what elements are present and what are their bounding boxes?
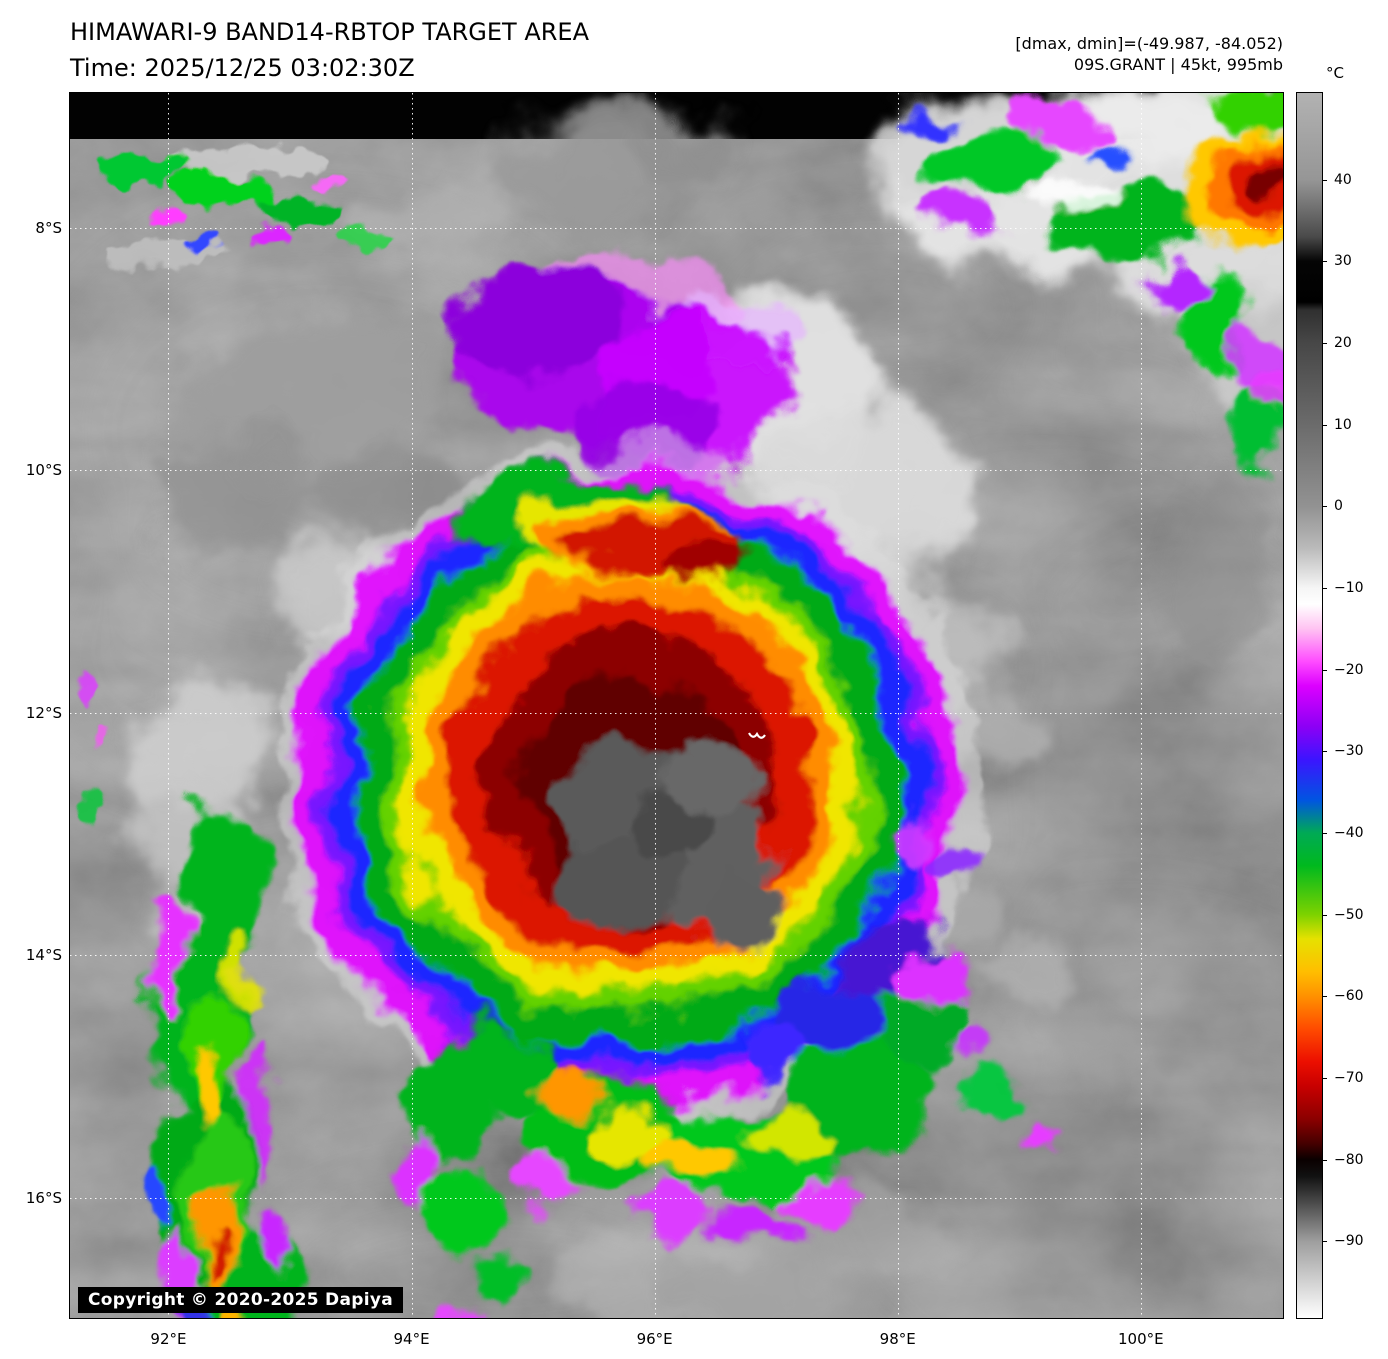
lat-tick-label: 14°S (25, 946, 62, 965)
colorbar-tick-label: −30 (1334, 743, 1364, 760)
colorbar-tick-mark (1322, 751, 1327, 753)
dmax-dmin-readout: [dmax, dmin]=(-49.987, -84.052) (1015, 34, 1283, 53)
lat-tick-label: 12°S (25, 703, 62, 722)
colorbar-tick-label: 10 (1334, 416, 1352, 433)
colorbar-tick-mark (1322, 261, 1327, 263)
lon-tick-label: 94°E (393, 1330, 430, 1348)
colorbar-tick-label: −70 (1334, 1069, 1364, 1086)
copyright-watermark: Copyright © 2020-2025 Dapiya (78, 1287, 403, 1313)
convective-band-north (456, 468, 750, 583)
colorbar-tick-mark (1322, 587, 1327, 589)
colorbar-tick-mark (1322, 506, 1327, 508)
colorbar-tick-label: −60 (1334, 988, 1364, 1005)
storm-id-intensity: 09S.GRANT | 45kt, 995mb (1073, 55, 1283, 74)
lon-tick-label: 92°E (150, 1330, 187, 1348)
colorbar-tick-label: 40 (1334, 171, 1352, 188)
colorbar-tick-label: −10 (1334, 579, 1364, 596)
colorbar-tick-mark (1322, 1159, 1327, 1161)
storm-info-block: [dmax, dmin]=(-49.987, -84.052) 09S.GRAN… (1015, 33, 1283, 75)
product-title: HIMAWARI-9 BAND14-RBTOP TARGET AREA (70, 18, 590, 46)
lat-tick-label: 8°S (35, 218, 62, 237)
scattered-convection-northwest (77, 144, 391, 823)
rainband-south (395, 815, 1052, 1318)
colorbar-tick-label: −50 (1334, 906, 1364, 923)
satellite-imagery (70, 93, 1283, 1318)
colorbar-unit-label: °C (1326, 64, 1344, 82)
colorbar-tick-mark (1322, 424, 1327, 426)
colorbar-tick-label: 0 (1334, 498, 1343, 515)
colorbar-tick-label: −20 (1334, 661, 1364, 678)
longitude-axis: 92°E 94°E 96°E 98°E 100°E (70, 1324, 1283, 1350)
tropical-cyclone-core (278, 441, 982, 1125)
colorbar-tick-mark (1322, 996, 1327, 998)
lat-tick-label: 16°S (25, 1188, 62, 1207)
colorbar-tick-mark (1322, 179, 1327, 181)
colorbar-tick-label: −80 (1334, 1151, 1364, 1168)
product-title-block: HIMAWARI-9 BAND14-RBTOP TARGET AREA Time… (70, 14, 589, 86)
colorbar (1296, 92, 1323, 1319)
colorbar-tick-mark (1322, 832, 1327, 834)
convective-system-northeast-cold-tops (897, 93, 1283, 461)
lat-tick-label: 10°S (25, 461, 62, 480)
colorbar-tick-label: −40 (1334, 824, 1364, 841)
product-time: Time: 2025/12/25 03:02:30Z (70, 54, 415, 82)
colorbar-tick-label: 20 (1334, 334, 1352, 351)
colorbar-tick-label: 30 (1334, 253, 1352, 270)
colorbar-tick-mark (1322, 1241, 1327, 1243)
latitude-axis: 8°S 10°S 12°S 14°S 16°S (0, 93, 62, 1318)
colorbar-tick-mark (1322, 342, 1327, 344)
storm-center-marker (748, 731, 766, 739)
lon-tick-label: 100°E (1117, 1330, 1164, 1348)
colorbar-tick-mark (1322, 669, 1327, 671)
lon-tick-label: 98°E (879, 1330, 916, 1348)
lon-tick-label: 96°E (636, 1330, 673, 1348)
colorbar-tick-mark (1322, 914, 1327, 916)
satellite-map: Copyright © 2020-2025 Dapiya (69, 92, 1284, 1319)
cirrus-shield-north (450, 260, 800, 469)
colorbar-tick-label: −90 (1334, 1233, 1364, 1250)
colorbar-tick-mark (1322, 1077, 1327, 1079)
